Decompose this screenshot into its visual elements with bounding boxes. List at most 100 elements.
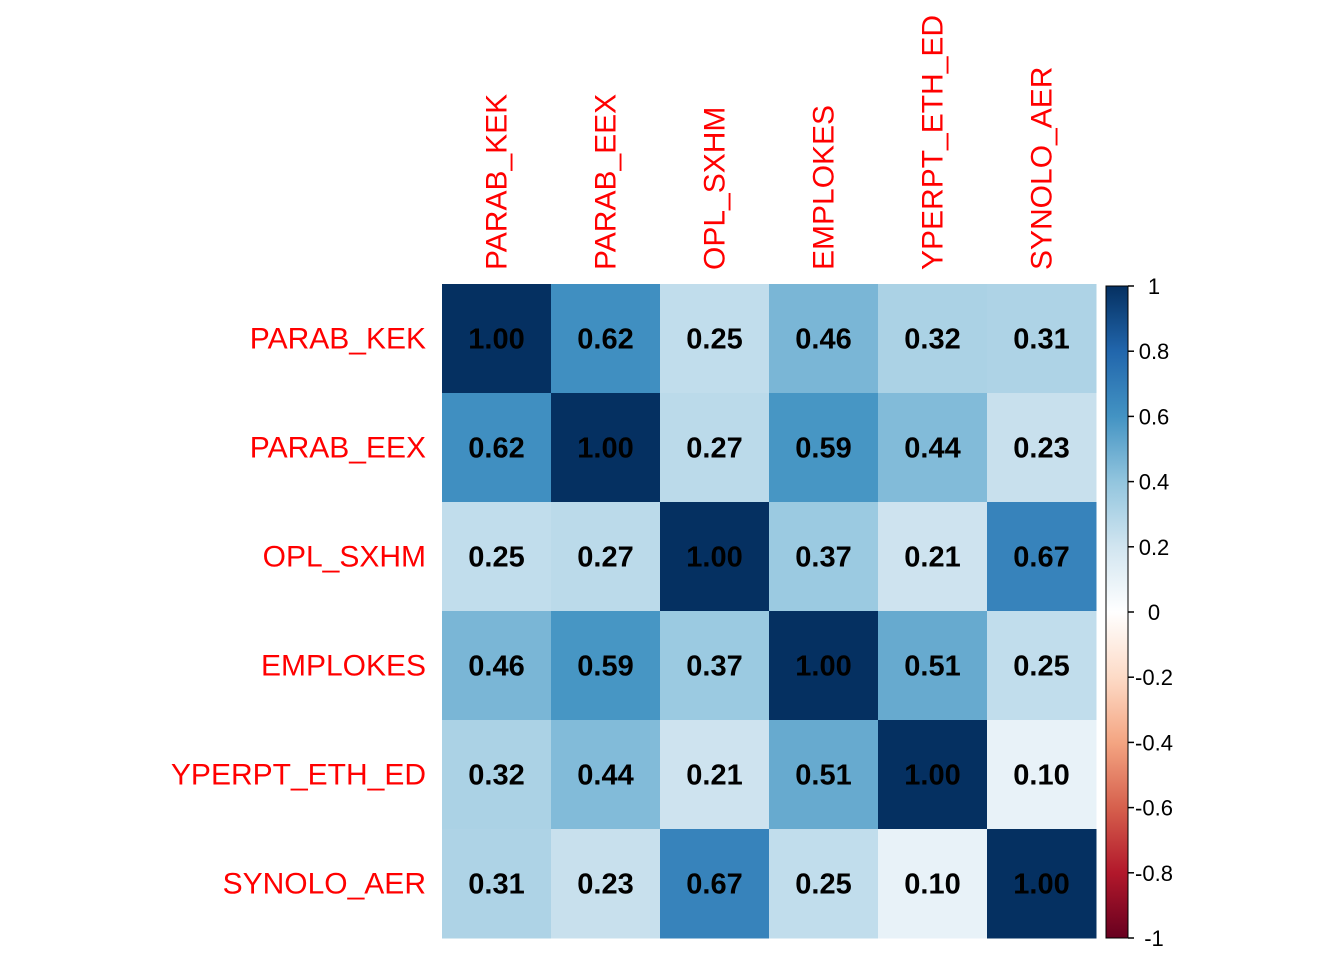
cell-OPL_SXHM-YPERPT_ETH_ED — [878, 502, 988, 612]
cell-value-EMPLOKES-OPL_SXHM: 0.37 — [686, 651, 742, 683]
cell-value-YPERPT_ETH_ED-OPL_SXHM: 0.21 — [686, 760, 742, 792]
cell-PARAB_KEK-PARAB_KEK — [442, 284, 552, 394]
colorbar-tick-label: -0.4 — [1135, 730, 1173, 755]
cell-value-EMPLOKES-PARAB_EEX: 0.59 — [577, 651, 633, 683]
cell-YPERPT_ETH_ED-YPERPT_ETH_ED — [878, 720, 988, 830]
column-label-PARAB_KEK: PARAB_KEK — [481, 94, 514, 270]
cell-EMPLOKES-YPERPT_ETH_ED — [878, 611, 988, 721]
row-label-PARAB_KEK: PARAB_KEK — [250, 323, 426, 356]
cell-SYNOLO_AER-EMPLOKES — [769, 829, 879, 939]
heatmap-cells — [442, 284, 1097, 939]
cell-value-EMPLOKES-PARAB_KEK: 0.46 — [468, 651, 524, 683]
cell-PARAB_KEK-YPERPT_ETH_ED — [878, 284, 988, 394]
cell-PARAB_KEK-SYNOLO_AER — [987, 284, 1097, 394]
column-label-SYNOLO_AER: SYNOLO_AER — [1026, 67, 1059, 270]
cell-OPL_SXHM-OPL_SXHM — [660, 502, 770, 612]
column-label-YPERPT_ETH_ED: YPERPT_ETH_ED — [917, 15, 950, 270]
cell-PARAB_KEK-OPL_SXHM — [660, 284, 770, 394]
cell-EMPLOKES-OPL_SXHM — [660, 611, 770, 721]
cell-value-EMPLOKES-SYNOLO_AER: 0.25 — [1013, 651, 1069, 683]
cell-value-PARAB_EEX-YPERPT_ETH_ED: 0.44 — [904, 433, 960, 465]
row-label-OPL_SXHM: OPL_SXHM — [263, 541, 426, 574]
cell-value-YPERPT_ETH_ED-EMPLOKES: 0.51 — [795, 760, 851, 792]
cell-PARAB_KEK-PARAB_EEX — [551, 284, 661, 394]
cell-EMPLOKES-SYNOLO_AER — [987, 611, 1097, 721]
colorbar-tick-label: -0.8 — [1135, 861, 1173, 886]
cell-value-OPL_SXHM-PARAB_EEX: 0.27 — [577, 542, 633, 574]
column-label-PARAB_EEX: PARAB_EEX — [590, 94, 623, 270]
cell-EMPLOKES-PARAB_EEX — [551, 611, 661, 721]
cell-value-PARAB_KEK-EMPLOKES: 0.46 — [795, 324, 851, 356]
colorbar-tick-label: 0.8 — [1139, 339, 1170, 364]
cell-value-SYNOLO_AER-OPL_SXHM: 0.67 — [686, 869, 742, 901]
cell-value-EMPLOKES-EMPLOKES: 1.00 — [795, 651, 851, 683]
cell-value-OPL_SXHM-SYNOLO_AER: 0.67 — [1013, 542, 1069, 574]
cell-SYNOLO_AER-SYNOLO_AER — [987, 829, 1097, 939]
cell-value-PARAB_EEX-PARAB_KEK: 0.62 — [468, 433, 524, 465]
colorbar-tick-label: -1 — [1144, 926, 1164, 951]
colorbar-gradient — [1105, 285, 1129, 939]
colorbar: 1 0.8 0.6 0.4 0.2 0 -0.2 -0.4 -0.6 -0.8 -1 — [1105, 274, 1173, 951]
cell-PARAB_EEX-SYNOLO_AER — [987, 393, 1097, 503]
cell-value-SYNOLO_AER-EMPLOKES: 0.25 — [795, 869, 851, 901]
colorbar-tick-label: -0.6 — [1135, 796, 1173, 821]
cell-value-PARAB_EEX-OPL_SXHM: 0.27 — [686, 433, 742, 465]
cell-value-YPERPT_ETH_ED-YPERPT_ETH_ED: 1.00 — [904, 760, 960, 792]
cell-YPERPT_ETH_ED-OPL_SXHM — [660, 720, 770, 830]
cell-value-PARAB_KEK-YPERPT_ETH_ED: 0.32 — [904, 324, 960, 356]
colorbar-tick-label: 0.4 — [1139, 470, 1170, 495]
column-label-OPL_SXHM: OPL_SXHM — [699, 107, 732, 270]
colorbar-tick-label: 0.6 — [1139, 404, 1170, 429]
cell-PARAB_EEX-PARAB_EEX — [551, 393, 661, 503]
cell-value-SYNOLO_AER-YPERPT_ETH_ED: 0.10 — [904, 869, 960, 901]
colorbar-tick-label: 0.2 — [1139, 535, 1170, 560]
cell-value-PARAB_KEK-OPL_SXHM: 0.25 — [686, 324, 742, 356]
cell-PARAB_KEK-EMPLOKES — [769, 284, 879, 394]
colorbar-ticks: 1 0.8 0.6 0.4 0.2 0 -0.2 -0.4 -0.6 -0.8 -1 — [1128, 274, 1173, 951]
cell-YPERPT_ETH_ED-PARAB_EEX — [551, 720, 661, 830]
cell-SYNOLO_AER-YPERPT_ETH_ED — [878, 829, 988, 939]
colorbar-tick-label: 0 — [1148, 600, 1160, 625]
cell-PARAB_EEX-YPERPT_ETH_ED — [878, 393, 988, 503]
cell-value-PARAB_EEX-EMPLOKES: 0.59 — [795, 433, 851, 465]
cell-OPL_SXHM-SYNOLO_AER — [987, 502, 1097, 612]
cell-EMPLOKES-PARAB_KEK — [442, 611, 552, 721]
colorbar-tick-label: -0.2 — [1135, 665, 1173, 690]
column-labels: PARAB_KEK PARAB_EEX OPL_SXHM EMPLOKES YPERPT… — [481, 15, 1059, 270]
row-label-SYNOLO_AER: SYNOLO_AER — [223, 868, 426, 901]
cell-YPERPT_ETH_ED-EMPLOKES — [769, 720, 879, 830]
cell-OPL_SXHM-PARAB_EEX — [551, 502, 661, 612]
cell-value-SYNOLO_AER-SYNOLO_AER: 1.00 — [1013, 869, 1069, 901]
cell-OPL_SXHM-EMPLOKES — [769, 502, 879, 612]
cell-value-OPL_SXHM-EMPLOKES: 0.37 — [795, 542, 851, 574]
cell-YPERPT_ETH_ED-PARAB_KEK — [442, 720, 552, 830]
cell-value-OPL_SXHM-YPERPT_ETH_ED: 0.21 — [904, 542, 960, 574]
cell-OPL_SXHM-PARAB_KEK — [442, 502, 552, 612]
cell-SYNOLO_AER-PARAB_KEK — [442, 829, 552, 939]
cell-value-PARAB_EEX-PARAB_EEX: 1.00 — [577, 433, 633, 465]
cell-YPERPT_ETH_ED-SYNOLO_AER — [987, 720, 1097, 830]
cell-PARAB_EEX-EMPLOKES — [769, 393, 879, 503]
colorbar-tick-label: 1 — [1148, 274, 1160, 299]
cell-value-PARAB_KEK-SYNOLO_AER: 0.31 — [1013, 324, 1069, 356]
cell-value-SYNOLO_AER-PARAB_EEX: 0.23 — [577, 869, 633, 901]
cell-value-YPERPT_ETH_ED-SYNOLO_AER: 0.10 — [1013, 760, 1069, 792]
cell-SYNOLO_AER-PARAB_EEX — [551, 829, 661, 939]
row-label-PARAB_EEX: PARAB_EEX — [250, 432, 426, 465]
cell-value-PARAB_EEX-SYNOLO_AER: 0.23 — [1013, 433, 1069, 465]
cell-value-labels: 1.00 0.62 0.25 0.46 0.32 0.31 0.62 1.00 0.27 0.59… — [468, 324, 1069, 901]
cell-value-PARAB_KEK-PARAB_EEX: 0.62 — [577, 324, 633, 356]
cell-PARAB_EEX-PARAB_KEK — [442, 393, 552, 503]
cell-value-YPERPT_ETH_ED-PARAB_EEX: 0.44 — [577, 760, 633, 792]
cell-PARAB_EEX-OPL_SXHM — [660, 393, 770, 503]
row-labels: PARAB_KEK PARAB_EEX OPL_SXHM EMPLOKES YPERPT… — [171, 323, 426, 901]
cell-value-OPL_SXHM-PARAB_KEK: 0.25 — [468, 542, 524, 574]
column-label-EMPLOKES: EMPLOKES — [808, 105, 841, 270]
cell-value-OPL_SXHM-OPL_SXHM: 1.00 — [686, 542, 742, 574]
cell-value-YPERPT_ETH_ED-PARAB_KEK: 0.32 — [468, 760, 524, 792]
cell-EMPLOKES-EMPLOKES — [769, 611, 879, 721]
row-label-YPERPT_ETH_ED: YPERPT_ETH_ED — [171, 759, 426, 792]
row-label-EMPLOKES: EMPLOKES — [261, 650, 426, 683]
cell-value-SYNOLO_AER-PARAB_KEK: 0.31 — [468, 869, 524, 901]
